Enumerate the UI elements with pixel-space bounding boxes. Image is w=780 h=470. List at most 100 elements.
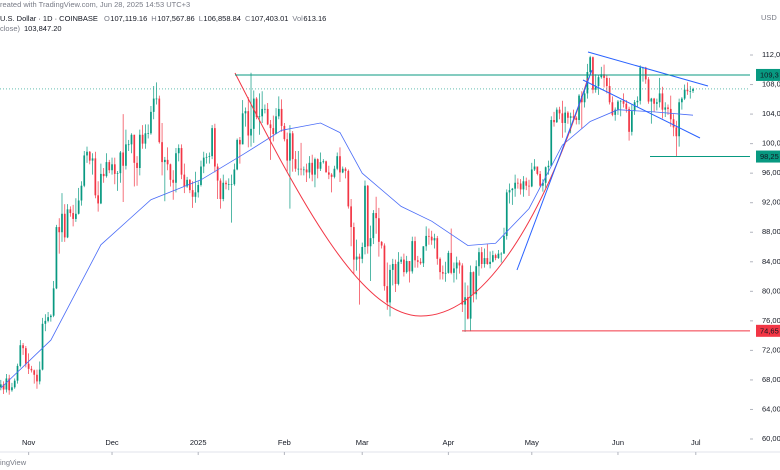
level-label: 109,3 [760, 70, 779, 79]
candle-body [692, 88, 694, 92]
candle-body [0, 384, 2, 388]
trend-line [516, 69, 593, 271]
candle-body [653, 98, 655, 104]
candle-body [261, 108, 264, 117]
candle-body [133, 134, 136, 163]
candle-body [528, 185, 530, 187]
candle-body [125, 144, 127, 166]
candle-body [353, 227, 355, 260]
candle-body [77, 200, 80, 214]
candle-body [161, 142, 163, 163]
candle-body [105, 162, 108, 177]
candle-body [369, 238, 372, 247]
candle-body [414, 241, 416, 261]
candle-body [24, 348, 27, 364]
ohlc-label: Vol [292, 14, 303, 23]
candle-body [16, 365, 19, 381]
candle-body [555, 109, 558, 123]
candle-body [366, 185, 369, 247]
candle-body [58, 227, 61, 233]
candle-body [183, 174, 186, 187]
y-tick-label: 104,000 [762, 109, 780, 118]
candle-body [361, 247, 364, 259]
ohlc-label: H [151, 14, 156, 23]
candle-body [436, 238, 439, 259]
candle-body [86, 151, 88, 156]
candle-body [177, 148, 180, 154]
candle-body [75, 213, 77, 219]
candle-body [525, 181, 528, 186]
candle-body [583, 93, 586, 103]
candle-body [61, 213, 63, 233]
candle-body [386, 286, 389, 303]
candle-body [408, 261, 411, 272]
candle-body [69, 209, 72, 214]
candle-body [567, 112, 569, 118]
candle-body [314, 159, 316, 175]
candle-body [500, 253, 503, 255]
candle-body [614, 109, 617, 115]
candle-body [547, 165, 550, 168]
candle-body [450, 252, 453, 273]
currency: USD [761, 13, 777, 22]
candle-body [678, 102, 680, 137]
candle-body [480, 252, 483, 264]
candle-body [116, 173, 119, 174]
candle-body [50, 315, 52, 318]
candle-body [572, 116, 575, 118]
candle-body [266, 108, 269, 125]
candle-body [505, 192, 508, 236]
candle-body [94, 158, 97, 196]
candle-body [330, 174, 333, 177]
candle-body [83, 155, 86, 186]
moving-average [0, 109, 694, 389]
candle-body [158, 98, 161, 143]
candle-body [517, 182, 519, 184]
candle-body [191, 190, 194, 197]
candle-body [319, 162, 322, 169]
candle-body [230, 184, 233, 185]
candle-body [564, 112, 567, 123]
candle-body [669, 108, 672, 120]
candle-body [453, 268, 455, 273]
candle-body [122, 152, 125, 166]
candle-body [519, 183, 522, 190]
candle-body [419, 261, 422, 264]
candle-body [422, 246, 425, 264]
candle-body [439, 258, 441, 273]
candle-body [294, 159, 297, 169]
candle-body [208, 156, 211, 157]
candle-body [166, 159, 169, 165]
candle-body [656, 102, 658, 104]
candle-body [289, 133, 291, 161]
candle-body [647, 79, 650, 102]
candle-body [592, 57, 594, 90]
candle-body [455, 262, 458, 269]
candle-body [305, 169, 308, 173]
candle-body [536, 166, 539, 174]
candle-body [66, 209, 69, 238]
candle-body [416, 260, 419, 262]
candle-body [219, 180, 222, 200]
candle-body [152, 98, 155, 112]
candle-body [433, 238, 436, 241]
candle-body [277, 108, 280, 117]
candle-body [458, 262, 461, 266]
candle-body [350, 206, 352, 228]
candle-body [30, 368, 33, 371]
candle-body [91, 158, 94, 161]
candle-body [316, 159, 319, 169]
x-tick-label: Nov [22, 438, 36, 447]
candle-body [650, 98, 653, 102]
watermark: ingView [0, 458, 27, 467]
candle-body [600, 74, 603, 78]
candle-body [52, 288, 55, 316]
candle-body [630, 111, 633, 132]
candle-body [658, 93, 661, 103]
candle-body [236, 139, 238, 170]
candle-body [608, 86, 611, 103]
candle-body [180, 148, 183, 175]
candle-body [250, 128, 252, 136]
y-tick-label: 92,000 [762, 198, 780, 207]
